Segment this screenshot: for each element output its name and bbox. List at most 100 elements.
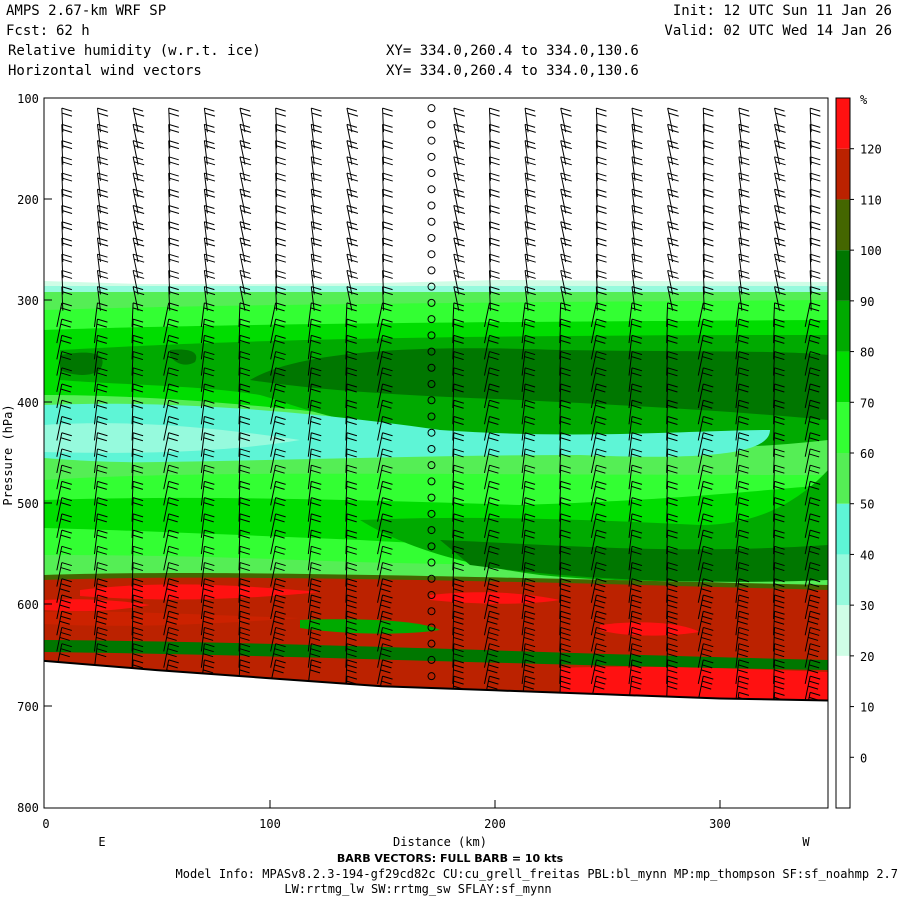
wind-barb-flag xyxy=(703,480,714,485)
wind-barb-flag xyxy=(61,274,73,279)
wind-barb-flag xyxy=(167,534,178,539)
wind-barb-flag xyxy=(240,145,252,150)
wind-barb-flag xyxy=(204,226,216,231)
wind-barb xyxy=(631,124,636,149)
wind-barb-flag xyxy=(346,334,358,339)
wind-barb xyxy=(521,611,526,636)
wind-barb-flag xyxy=(774,453,785,458)
wind-barb-flag xyxy=(275,513,286,518)
wind-barb-flag xyxy=(132,534,144,539)
wind-barb-flag xyxy=(596,302,607,307)
wind-barb xyxy=(595,286,598,311)
wind-barb-flag xyxy=(561,161,572,166)
wind-barb-flag xyxy=(808,680,820,685)
wind-barb-flag xyxy=(239,594,251,599)
wind-barb-flag xyxy=(453,599,464,604)
wind-barb-flag xyxy=(203,453,214,458)
wind-barb-flag xyxy=(97,210,109,214)
wind-barb-flag xyxy=(311,367,322,372)
wind-barb-flag xyxy=(347,177,359,182)
wind-barb-flag xyxy=(240,258,252,263)
wind-barb xyxy=(56,448,63,474)
wind-barb xyxy=(61,237,64,262)
wind-barb-flag xyxy=(274,323,285,328)
wind-barb-flag xyxy=(453,545,464,550)
wind-barb xyxy=(697,432,704,457)
wind-barb-flag xyxy=(560,318,571,323)
wind-barb xyxy=(377,611,384,636)
wind-barb-flag xyxy=(346,323,357,328)
wind-barb-flag xyxy=(346,675,358,680)
wind-barb xyxy=(270,594,277,620)
wind-barb-flag xyxy=(738,480,750,485)
wind-barb-flag xyxy=(488,421,499,425)
wind-barb-flag xyxy=(61,318,72,323)
wind-barb xyxy=(377,627,384,652)
wind-barb-flag xyxy=(560,464,571,469)
wind-barb-flag xyxy=(203,615,214,620)
wind-barb xyxy=(590,611,597,636)
wind-barb xyxy=(238,562,241,587)
wind-barb-flag xyxy=(453,583,464,588)
wind-barb xyxy=(310,270,315,295)
wind-barb xyxy=(93,497,98,522)
wind-barb-flag xyxy=(61,253,72,258)
wind-barb-flag xyxy=(774,318,785,323)
wind-barb-flag xyxy=(166,620,177,625)
wind-barb xyxy=(735,432,740,457)
wind-barb-flag xyxy=(204,643,215,648)
wind-barb-flag xyxy=(133,145,145,150)
wind-barb-flag xyxy=(346,604,357,609)
colorbar-swatch xyxy=(836,503,850,555)
wind-barb-flag xyxy=(204,578,215,583)
wind-barb-flag xyxy=(275,659,286,664)
wind-barb xyxy=(804,643,811,668)
forecast-hours: 62 h xyxy=(56,23,90,39)
wind-barb-flag xyxy=(631,334,643,339)
wind-barb-flag xyxy=(524,664,535,669)
wind-barb xyxy=(804,416,811,441)
wind-barb-flag xyxy=(240,177,252,182)
wind-barb-flag xyxy=(275,626,286,631)
wind-barb-flag xyxy=(239,372,250,377)
wind-barb xyxy=(628,530,633,555)
wind-barb xyxy=(773,400,776,425)
wind-barb-flag xyxy=(97,448,108,453)
wind-barb-flag xyxy=(311,448,322,453)
wind-barb xyxy=(345,432,348,457)
wind-barb xyxy=(666,611,669,636)
wind-barb-flag xyxy=(61,226,73,231)
wind-barb-flag xyxy=(738,664,749,669)
wind-barb-flag xyxy=(596,226,607,231)
wind-barb-flag xyxy=(60,615,71,620)
wind-barb-flag xyxy=(97,172,108,177)
wind-barb xyxy=(590,578,597,603)
wind-barb-flag xyxy=(346,669,357,674)
wind-barb-flag xyxy=(667,107,678,112)
wind-barb-flag xyxy=(524,659,536,664)
wind-barb-flag xyxy=(453,567,464,572)
wind-barb-flag xyxy=(346,615,357,620)
wind-barb-flag xyxy=(453,156,464,161)
wind-barb-flag xyxy=(453,367,464,372)
wind-barb xyxy=(735,400,740,425)
wind-barb-flag xyxy=(380,604,391,609)
wind-barb-flag xyxy=(167,453,178,458)
wind-barb-flag xyxy=(204,448,215,453)
wind-barb xyxy=(631,254,636,279)
wind-barb-flag xyxy=(488,567,499,572)
wind-barb-flag xyxy=(61,643,72,648)
wind-barb-flag xyxy=(203,599,214,604)
wind-barb-flag xyxy=(382,464,393,469)
wind-barb xyxy=(628,319,633,344)
wind-barb-flag xyxy=(453,578,464,583)
wind-barb-flag xyxy=(703,128,714,133)
wind-barb xyxy=(56,400,63,425)
wind-barb xyxy=(275,173,278,198)
wind-barb-flag xyxy=(96,372,107,377)
wind-barb xyxy=(200,319,205,344)
wind-barb-flag xyxy=(702,404,713,409)
wind-barb xyxy=(590,416,597,441)
wind-barb-flag xyxy=(631,643,643,648)
wind-barb-flag xyxy=(381,485,392,490)
